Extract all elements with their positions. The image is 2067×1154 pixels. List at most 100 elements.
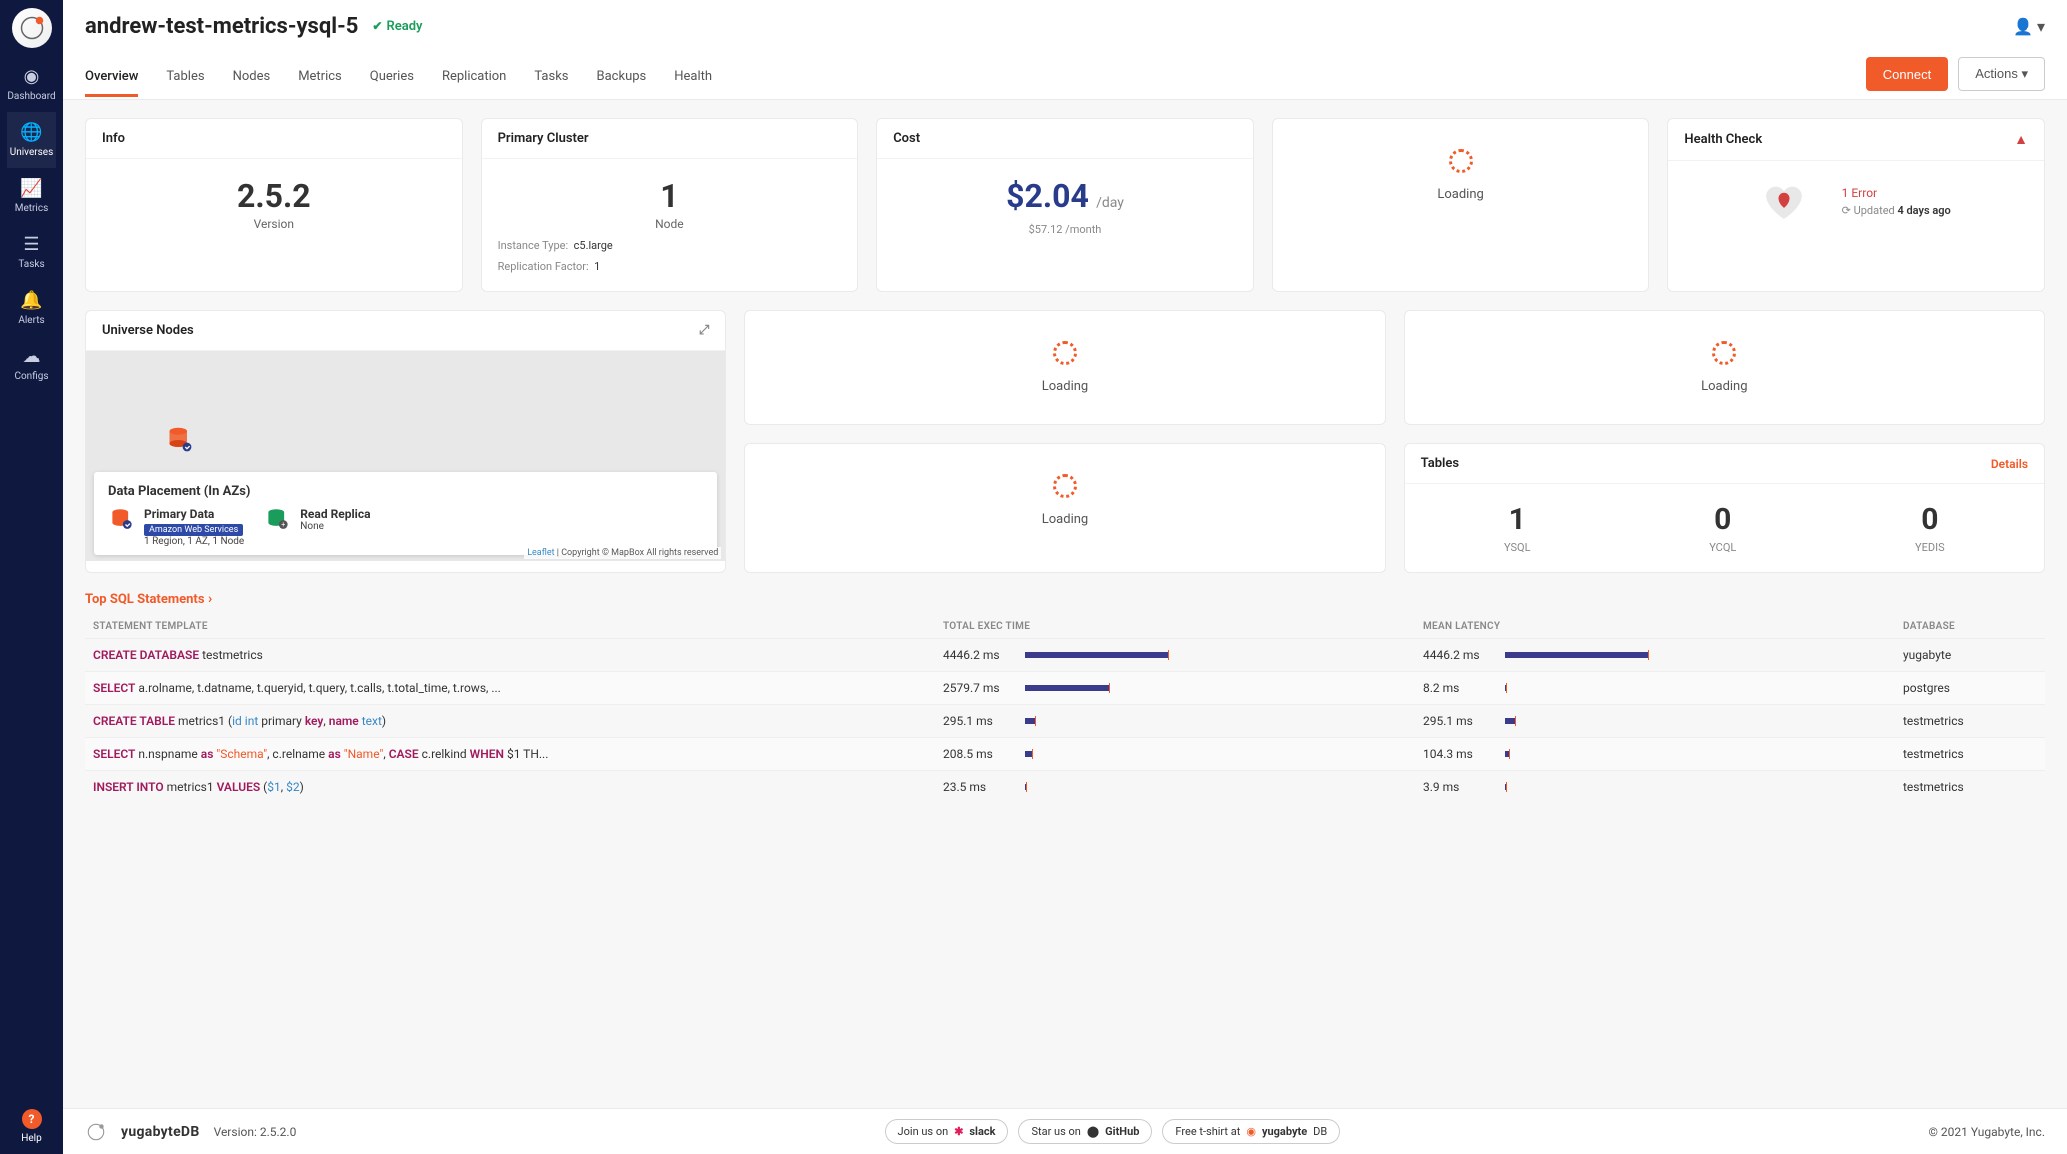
tab-queries[interactable]: Queries <box>370 59 414 97</box>
tables-details-link[interactable]: Details <box>1991 457 2028 471</box>
spinner-icon <box>1449 149 1473 173</box>
tab-overview[interactable]: Overview <box>85 59 138 97</box>
aws-badge: Amazon Web Services <box>144 524 243 536</box>
sql-exec: 208.5 ms <box>935 738 1415 771</box>
footer-copyright: © 2021 Yugabyte, Inc. <box>1928 1125 2045 1139</box>
connect-button[interactable]: Connect <box>1866 57 1948 91</box>
sql-stmt: SELECT n.nspname as "Schema", c.relname … <box>85 738 935 771</box>
tab-tables[interactable]: Tables <box>166 59 204 97</box>
sql-latency: 104.3 ms <box>1415 738 1895 771</box>
node-marker-icon[interactable] <box>166 426 194 458</box>
card-health: Health Check ▲ 1 Error ⟳ Updated 4 days … <box>1667 118 2045 292</box>
status-ready: Ready <box>372 19 422 34</box>
sql-latency: 295.1 ms <box>1415 705 1895 738</box>
sql-latency: 4446.2 ms <box>1415 639 1895 672</box>
card-cost: Cost $2.04 /day $57.12 /month <box>876 118 1254 292</box>
footer-version: Version: 2.5.2.0 <box>214 1125 297 1139</box>
cost-amount: $2.04 <box>1006 177 1089 215</box>
universe-title: andrew-test-metrics-ysql-5 <box>85 14 358 39</box>
sql-latency: 8.2 ms <box>1415 672 1895 705</box>
card-info-title: Info <box>86 119 462 159</box>
footer-logo-icon <box>85 1121 107 1143</box>
sidebar: ◉Dashboard🌐Universes📈Metrics☰Tasks🔔Alert… <box>0 0 63 1154</box>
sql-row[interactable]: SELECT a.rolname, t.datname, t.queryid, … <box>85 672 2045 705</box>
table-count-ysql: 1YSQL <box>1504 502 1531 554</box>
sidebar-item-universes[interactable]: 🌐Universes <box>7 112 55 168</box>
footer-brand: yugabyteDB <box>121 1124 200 1140</box>
sql-col-lat: MEAN LATENCY <box>1415 615 1895 639</box>
card-primary-title: Primary Cluster <box>482 119 858 159</box>
cost-per-month: $57.12 /month <box>893 223 1237 236</box>
sidebar-item-configs[interactable]: ☁Configs <box>7 336 55 392</box>
sql-stmt: CREATE DATABASE testmetrics <box>85 639 935 672</box>
health-updated: ⟳ Updated 4 days ago <box>1842 204 1951 217</box>
tab-replication[interactable]: Replication <box>442 59 506 97</box>
primary-data-label: Primary Data <box>144 507 244 521</box>
help-button[interactable]: ? Help <box>0 1099 63 1154</box>
tabs: Overview Tables Nodes Metrics Queries Replica… <box>85 59 712 97</box>
tab-backups[interactable]: Backups <box>597 59 647 97</box>
sql-row[interactable]: SELECT n.nspname as "Schema", c.relname … <box>85 738 2045 771</box>
card-loading-1: Loading <box>1272 118 1650 292</box>
sql-db: yugabyte <box>1895 639 2045 672</box>
footer-pill-slack[interactable]: Join us on ✱ slack <box>885 1119 1009 1144</box>
sidebar-item-metrics[interactable]: 📈Metrics <box>7 168 55 224</box>
card-tables: Tables Details 1YSQL0YCQL0YEDIS <box>1404 443 2045 573</box>
tab-tasks[interactable]: Tasks <box>534 59 568 97</box>
sql-col-exec: TOTAL EXEC TIME <box>935 615 1415 639</box>
sql-db: testmetrics <box>1895 771 2045 804</box>
sql-stmt: INSERT INTO metrics1 VALUES ($1, $2) <box>85 771 935 804</box>
sql-table: STATEMENT TEMPLATE TOTAL EXEC TIME MEAN … <box>85 615 2045 803</box>
info-version-label: Version <box>102 217 446 231</box>
top-sql-heading[interactable]: Top SQL Statements <box>85 591 2045 607</box>
actions-dropdown[interactable]: Actions ▾ <box>1958 57 2045 91</box>
sql-exec: 295.1 ms <box>935 705 1415 738</box>
card-universe-nodes: Universe Nodes ⤢ Data Placement (In AZs) <box>85 310 726 573</box>
spinner-icon <box>1053 474 1077 498</box>
card-loading-2: Loading <box>744 310 1385 425</box>
nodes-title: Universe Nodes <box>102 323 194 338</box>
sidebar-item-tasks[interactable]: ☰Tasks <box>7 224 55 280</box>
sql-col-db: DATABASE <box>1895 615 2045 639</box>
card-loading-4: Loading <box>744 443 1385 573</box>
card-info: Info 2.5.2 Version <box>85 118 463 292</box>
tab-health[interactable]: Health <box>674 59 712 97</box>
heart-icon <box>1762 179 1806 223</box>
sql-exec: 4446.2 ms <box>935 639 1415 672</box>
help-icon: ? <box>22 1109 42 1129</box>
sql-row[interactable]: CREATE DATABASE testmetrics 4446.2 ms 44… <box>85 639 2045 672</box>
replica-detail: None <box>300 521 370 532</box>
data-placement-panel: Data Placement (In AZs) Primary Data Ama… <box>94 472 717 555</box>
sql-stmt: SELECT a.rolname, t.datname, t.queryid, … <box>85 672 935 705</box>
sql-exec: 23.5 ms <box>935 771 1415 804</box>
tab-nodes[interactable]: Nodes <box>233 59 271 97</box>
sidebar-item-dashboard[interactable]: ◉Dashboard <box>7 56 55 112</box>
sql-row[interactable]: CREATE TABLE metrics1 (id int primary ke… <box>85 705 2045 738</box>
sql-db: testmetrics <box>1895 738 2045 771</box>
primary-db-icon <box>108 507 136 535</box>
logo[interactable] <box>12 8 52 48</box>
dashboard-icon: ◉ <box>7 66 55 87</box>
user-menu[interactable]: 👤 ▾ <box>2013 17 2045 36</box>
info-version: 2.5.2 <box>102 177 446 215</box>
card-primary-cluster: Primary Cluster 1 Node Instance Type: c5… <box>481 118 859 292</box>
replica-label: Read Replica <box>300 507 370 521</box>
replica-db-icon: + <box>264 507 292 535</box>
primary-node-label: Node <box>498 217 842 231</box>
nodes-map[interactable]: Data Placement (In AZs) Primary Data Ama… <box>86 351 725 561</box>
card-loading-3: Loading <box>1404 310 2045 425</box>
health-error: 1 Error <box>1842 186 1951 200</box>
placement-title: Data Placement (In AZs) <box>108 484 703 499</box>
svg-text:+: + <box>281 521 285 529</box>
tab-metrics[interactable]: Metrics <box>298 59 342 97</box>
sidebar-item-alerts[interactable]: 🔔Alerts <box>7 280 55 336</box>
expand-icon[interactable]: ⤢ <box>699 323 709 338</box>
help-label: Help <box>0 1133 63 1144</box>
header: andrew-test-metrics-ysql-5 Ready 👤 ▾ Ove… <box>63 0 2067 100</box>
configs-icon: ☁ <box>7 346 55 367</box>
footer-pill-github[interactable]: Star us on ⬤ GitHub <box>1018 1119 1152 1144</box>
footer-pill-yugabytedb[interactable]: Free t-shirt at ◉ yugabyteDB <box>1162 1119 1340 1144</box>
sql-latency: 3.9 ms <box>1415 771 1895 804</box>
sql-row[interactable]: INSERT INTO metrics1 VALUES ($1, $2) 23.… <box>85 771 2045 804</box>
tables-title: Tables <box>1421 456 1459 471</box>
